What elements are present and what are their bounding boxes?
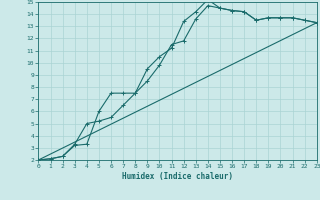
X-axis label: Humidex (Indice chaleur): Humidex (Indice chaleur) <box>122 172 233 181</box>
